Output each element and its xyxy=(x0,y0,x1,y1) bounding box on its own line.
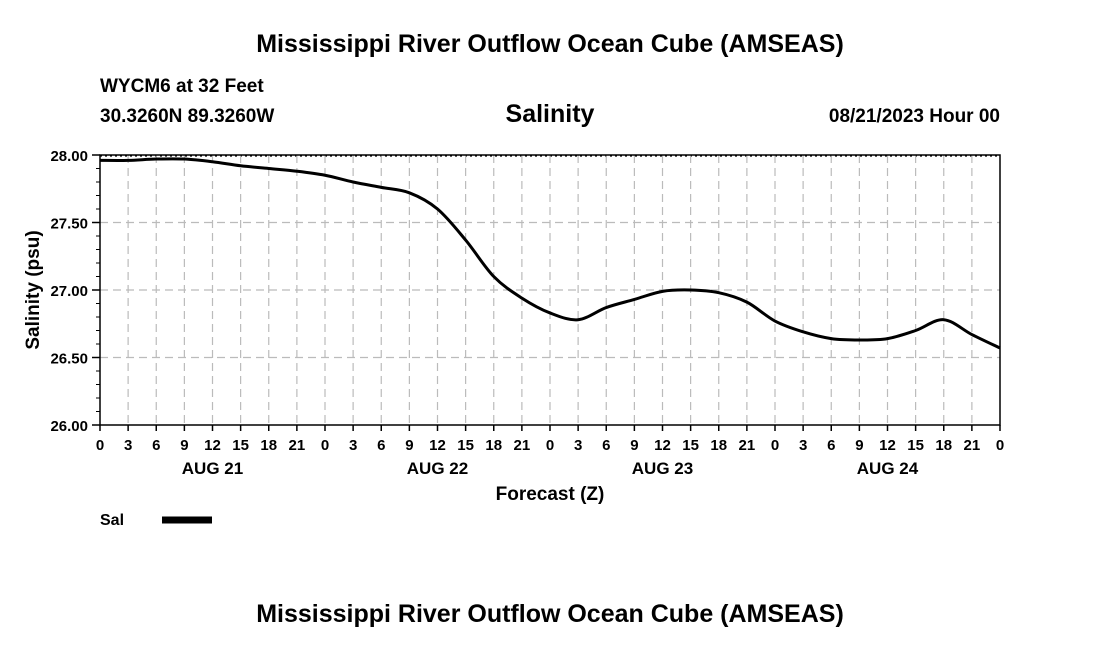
day-label: AUG 24 xyxy=(857,459,919,478)
x-tick-label: 0 xyxy=(546,437,554,454)
x-tick-label: 0 xyxy=(321,437,329,454)
y-axis-label: Salinity (psu) xyxy=(23,230,44,349)
y-tick-label: 26.50 xyxy=(50,351,88,368)
series-group xyxy=(99,157,1001,350)
x-tick-label: 9 xyxy=(405,437,413,454)
x-axis-label: Forecast (Z) xyxy=(496,484,605,505)
x-tick-label: 3 xyxy=(574,437,582,454)
x-tick-label: 0 xyxy=(771,437,779,454)
x-tick-label: 18 xyxy=(260,437,277,454)
x-tick-label: 9 xyxy=(180,437,188,454)
x-tick-label: 15 xyxy=(682,437,699,454)
page-title: Mississippi River Outflow Ocean Cube (AM… xyxy=(256,30,844,58)
x-tick-label: 6 xyxy=(152,437,160,454)
y-tick-label: 27.00 xyxy=(50,283,88,300)
station-label: WYCM6 at 32 Feet xyxy=(100,76,264,97)
x-tick-label: 0 xyxy=(996,437,1004,454)
x-tick-label: 21 xyxy=(739,437,756,454)
x-tick-label: 15 xyxy=(232,437,249,454)
x-tick-label: 18 xyxy=(710,437,727,454)
run-time-label: 08/21/2023 Hour 00 xyxy=(828,106,1000,127)
axis-ticks xyxy=(92,154,1001,431)
x-tick-label: 15 xyxy=(457,437,474,454)
x-tick-label: 6 xyxy=(827,437,835,454)
x-tick-label: 18 xyxy=(935,437,952,454)
x-tick-label: 9 xyxy=(855,437,863,454)
legend: Sal xyxy=(100,512,212,529)
day-label: AUG 22 xyxy=(407,459,468,478)
x-tick-label: 21 xyxy=(289,437,306,454)
x-tick-label: 12 xyxy=(879,437,896,454)
axis-tick-labels: 26.00 26.50 27.00 27.50 28.00 0 3 6 9 12 15 18 21 0 3 6… xyxy=(50,148,1004,478)
coordinates-label: 30.3260N 89.3260W xyxy=(100,106,275,127)
x-tick-label: 6 xyxy=(377,437,385,454)
x-tick-label: 3 xyxy=(349,437,357,454)
x-tick-label: 9 xyxy=(630,437,638,454)
x-tick-label: 21 xyxy=(514,437,531,454)
legend-label: Sal xyxy=(100,512,124,529)
x-tick-label: 3 xyxy=(799,437,807,454)
y-tick-label: 26.00 xyxy=(50,418,88,435)
x-tick-label: 6 xyxy=(602,437,610,454)
day-label: AUG 21 xyxy=(182,459,243,478)
x-tick-label: 12 xyxy=(204,437,221,454)
x-tick-label: 21 xyxy=(964,437,981,454)
x-tick-label: 15 xyxy=(907,437,924,454)
day-label: AUG 23 xyxy=(632,459,693,478)
x-tick-label: 18 xyxy=(485,437,502,454)
x-tick-label: 3 xyxy=(124,437,132,454)
grid-lines xyxy=(100,155,1000,425)
footer-title: Mississippi River Outflow Ocean Cube (AM… xyxy=(256,600,844,628)
y-tick-label: 27.50 xyxy=(50,216,88,233)
x-tick-label: 12 xyxy=(429,437,446,454)
chart-title: Salinity xyxy=(505,100,595,128)
x-tick-label: 12 xyxy=(654,437,671,454)
y-tick-label: 28.00 xyxy=(50,148,88,165)
x-tick-label: 0 xyxy=(96,437,104,454)
